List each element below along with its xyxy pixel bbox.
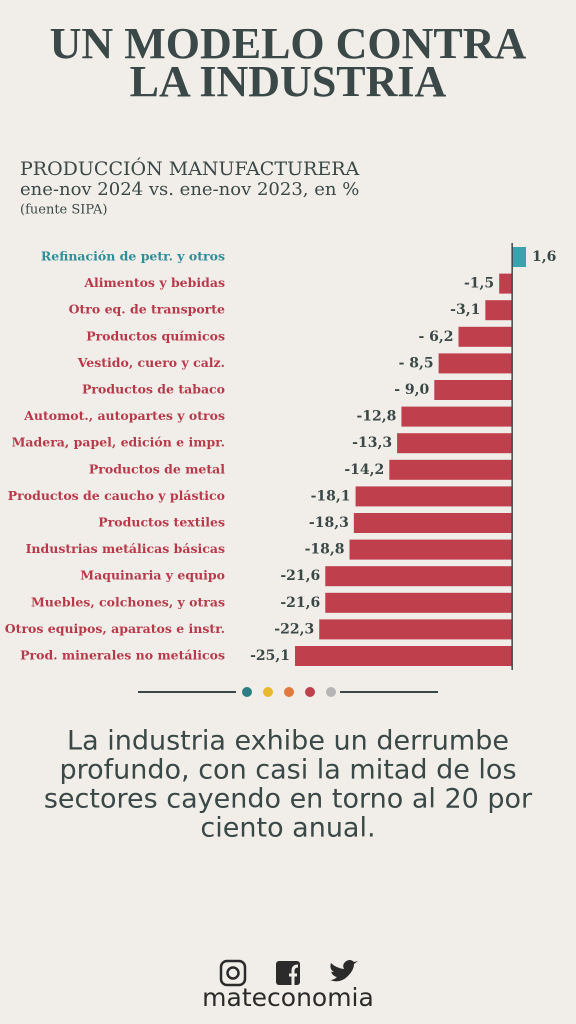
category-label: Maquinaria y equipo — [80, 568, 225, 583]
value-label: - 9,0 — [394, 382, 429, 398]
category-label: Otros equipos, aparatos e instr. — [5, 621, 225, 636]
subtitle: PRODUCCIÓN MANUFACTURERA — [20, 157, 360, 180]
title: LA INDUSTRIA — [130, 57, 447, 106]
body-text: ciento anual. — [200, 813, 375, 844]
source: (fuente SIPA) — [20, 203, 107, 218]
value-label: -22,3 — [274, 621, 314, 637]
category-label: Vestido, cuero y calz. — [77, 355, 225, 370]
value-label: -18,3 — [309, 515, 349, 531]
category-label: Muebles, colchones, y otras — [31, 594, 225, 609]
bar — [512, 247, 526, 267]
value-label: -21,6 — [280, 595, 320, 611]
category-label: Productos de tabaco — [82, 382, 225, 397]
category-label: Alimentos y bebidas — [83, 275, 225, 290]
value-label: 1,6 — [532, 249, 556, 265]
category-label: Productos químicos — [86, 328, 225, 343]
bar — [319, 619, 513, 640]
bar — [389, 459, 513, 480]
body-text: profundo, con casi la mitad de los — [59, 755, 516, 786]
category-label: Refinación de petr. y otros — [41, 249, 225, 264]
category-label: Productos de metal — [89, 461, 225, 476]
social-icons — [219, 959, 358, 987]
value-label: - 6,2 — [418, 329, 453, 345]
bar — [325, 566, 513, 587]
bar — [397, 433, 513, 454]
category-label: Productos textiles — [98, 515, 225, 530]
category-label: Prod. minerales no metálicos — [20, 648, 225, 663]
bar — [438, 353, 513, 374]
brand: mateconomia — [202, 983, 374, 1012]
body-text: sectores cayendo en torno al 20 por — [44, 784, 533, 815]
category-label: Productos de caucho y plástico — [8, 488, 225, 503]
bar — [295, 646, 513, 666]
bar — [499, 273, 513, 294]
value-label: -18,8 — [305, 542, 345, 558]
value-label: -13,3 — [352, 435, 392, 451]
bar — [434, 380, 513, 400]
value-label: -25,1 — [250, 648, 290, 664]
value-label: -1,5 — [464, 276, 494, 292]
value-label: -14,2 — [344, 462, 384, 478]
value-label: - 8,5 — [399, 355, 434, 371]
title: UN MODELO CONTRA — [50, 19, 527, 68]
value-label: -12,8 — [356, 409, 396, 425]
body-text: La industria exhibe un derrumbe — [67, 726, 509, 757]
bar — [485, 300, 513, 321]
category-label: Automot., autopartes y otros — [23, 408, 225, 423]
category-label: Industrias metálicas básicas — [26, 541, 225, 556]
bar — [355, 486, 513, 507]
category-label: Otro eq. de transporte — [69, 302, 225, 317]
bar — [458, 326, 513, 347]
bar — [325, 592, 513, 613]
bar — [353, 513, 513, 533]
bar — [349, 539, 513, 560]
subtitle: ene-nov 2024 vs. ene-nov 2023, en % — [20, 179, 359, 200]
value-label: -21,6 — [280, 568, 320, 584]
bar — [401, 406, 513, 427]
value-label: -18,1 — [311, 488, 351, 504]
divider — [138, 687, 438, 697]
value-label: -3,1 — [450, 302, 480, 318]
category-label: Madera, papel, edición e impr. — [12, 435, 225, 450]
